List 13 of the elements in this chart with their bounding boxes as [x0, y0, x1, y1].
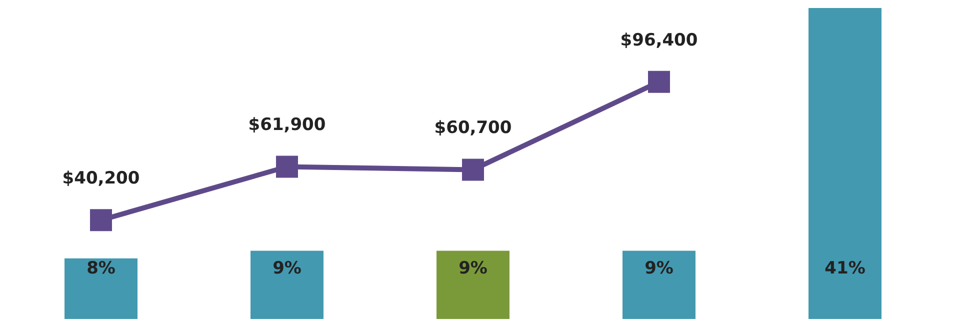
point	[462, 158, 484, 181]
data-label: $40,200	[62, 168, 140, 189]
data-label: $61,900	[248, 115, 326, 136]
point	[276, 156, 298, 178]
data-label: 9%	[272, 258, 302, 278]
point	[90, 209, 112, 232]
data-label: 41%	[824, 258, 866, 278]
data-label: 9%	[458, 258, 488, 278]
data-label: 9%	[644, 258, 674, 278]
data-label: $60,700	[434, 118, 512, 138]
data-label: $96,400	[620, 30, 698, 50]
data-label: 8%	[86, 258, 116, 278]
point	[648, 70, 670, 93]
